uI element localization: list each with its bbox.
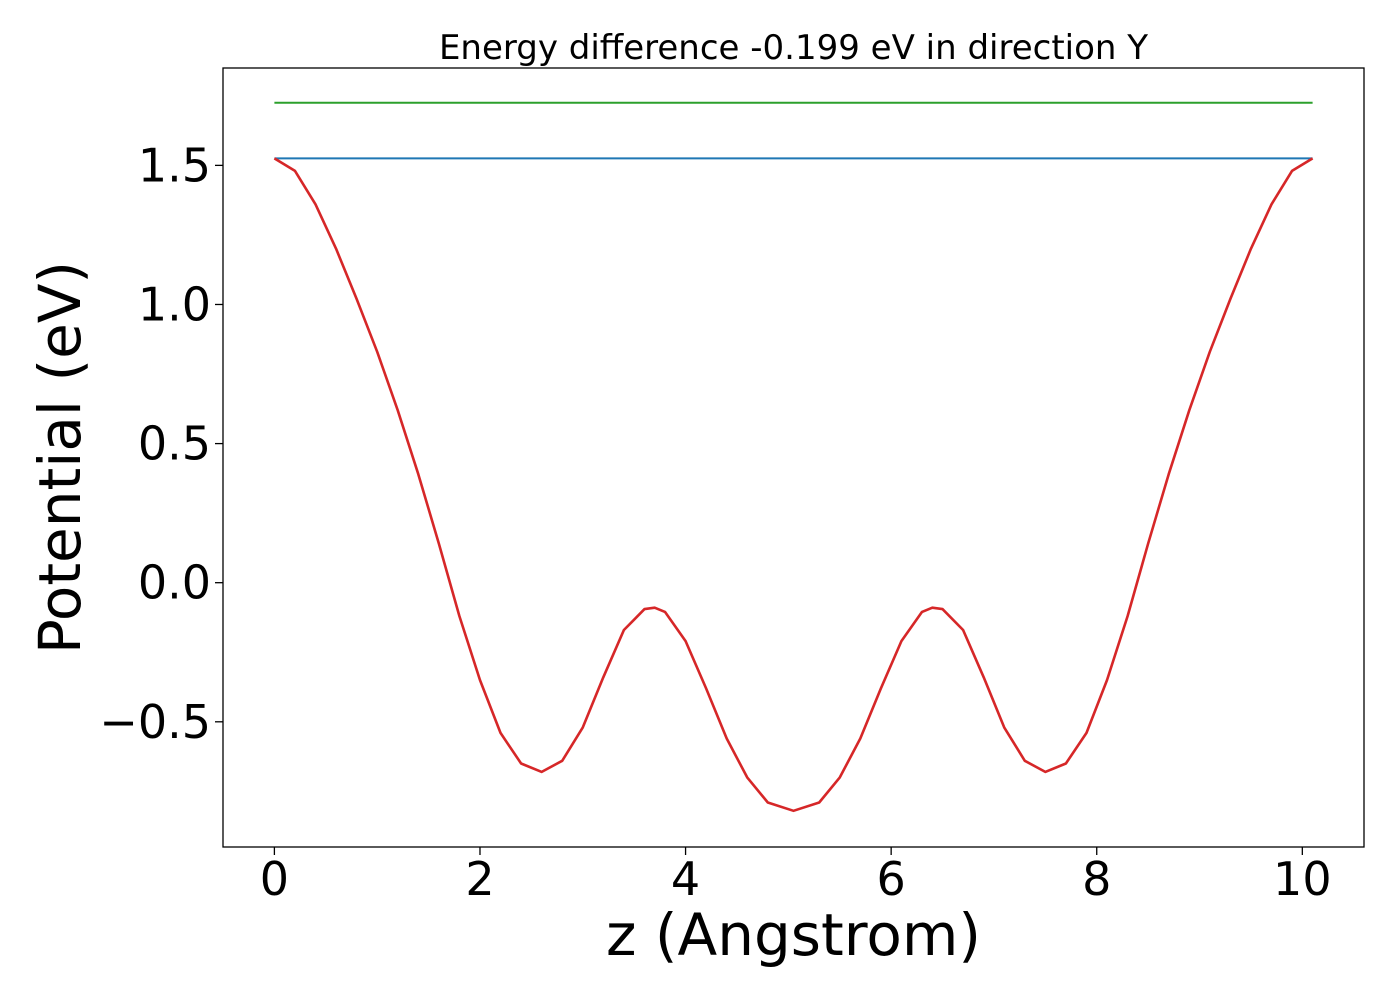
x-tick-label: 2 <box>465 852 494 906</box>
plot-area <box>273 101 1314 813</box>
series-line-3 <box>273 157 1314 813</box>
y-tick-label: 0.0 <box>138 556 211 610</box>
x-axis-label: z (Angstrom) <box>606 901 981 969</box>
x-tick-label: 6 <box>877 852 906 906</box>
x-tick-label: 8 <box>1082 852 1111 906</box>
y-tick-label: 1.0 <box>138 277 211 331</box>
y-tick-label: 1.5 <box>138 138 211 192</box>
x-axis: 0 2 4 6 8 10 <box>260 847 1332 906</box>
x-tick-label: 0 <box>260 852 289 906</box>
y-tick-label: 0.5 <box>138 417 211 471</box>
y-axis-label: Potential (eV) <box>26 261 94 654</box>
y-axis: −0.5 0.0 0.5 1.0 1.5 <box>99 138 223 749</box>
x-tick-label: 4 <box>671 852 700 906</box>
chart-title: Energy difference -0.199 eV in direction… <box>439 28 1148 68</box>
y-tick-label: −0.5 <box>99 695 211 749</box>
x-tick-label: 10 <box>1273 852 1332 906</box>
axes-frame <box>222 67 1365 848</box>
